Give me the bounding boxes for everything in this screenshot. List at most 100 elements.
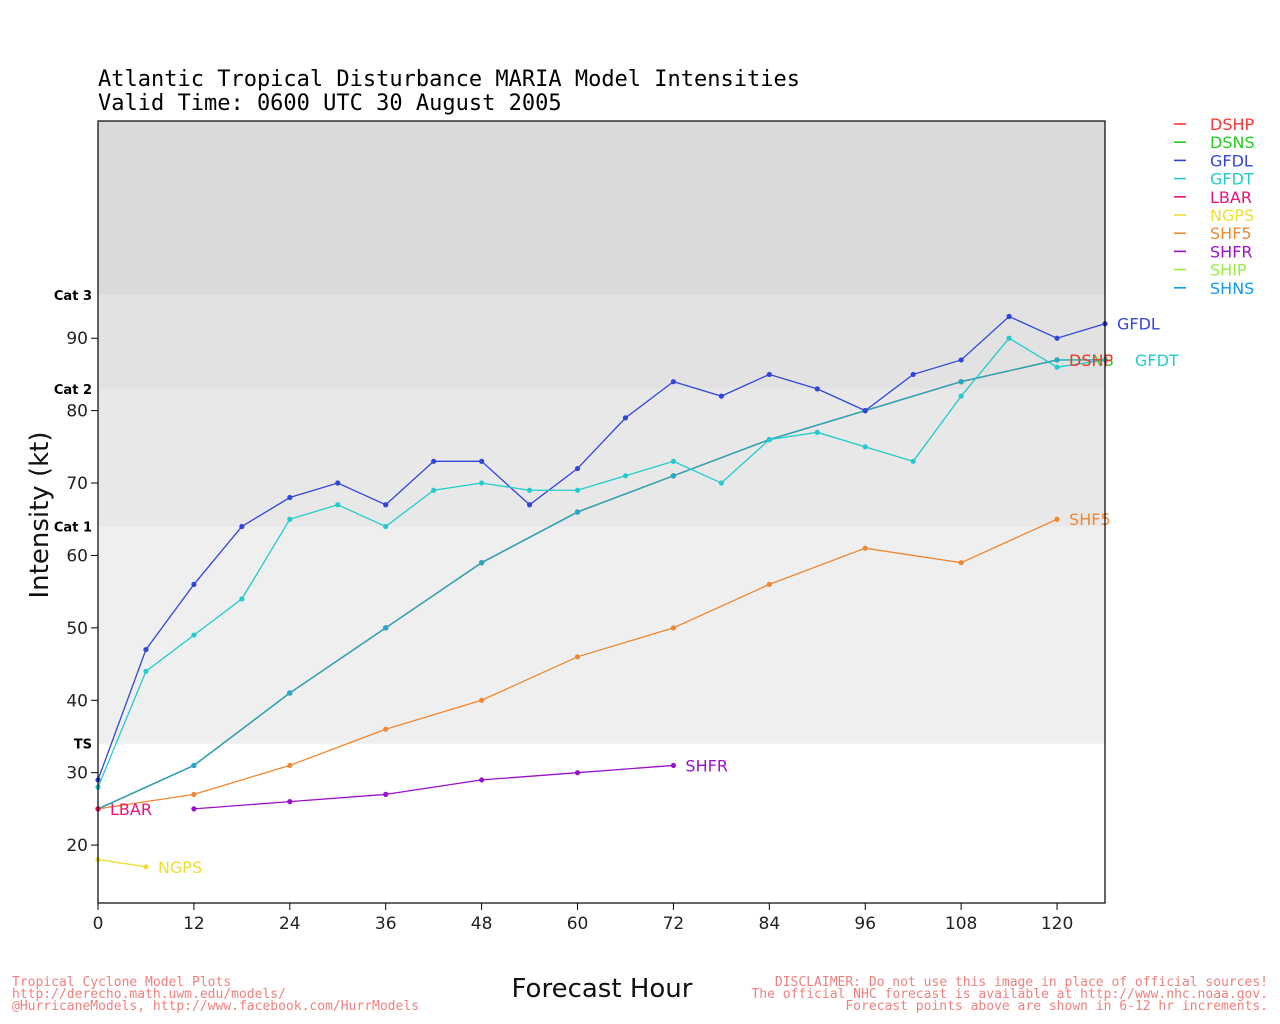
point-shns-top [479,560,485,566]
point-gfdt [574,487,581,493]
point-shns-top [574,509,581,515]
point-shns-top [383,625,389,631]
end-label-dsns: DSNS [1069,351,1114,370]
point-shf5 [287,762,293,769]
point-shns-top [191,762,197,769]
series-line-shfr [193,764,674,810]
point-gfdl [431,458,437,464]
point-shf5 [862,545,868,551]
point-gfdt [383,523,389,530]
x-tick-label: 36 [375,914,397,934]
x-axis-label: Forecast Hour [512,974,693,1004]
point-gfdt [622,473,629,479]
point-shns-top [958,379,964,385]
legend-label-dshp: DSHP [1210,115,1255,134]
point-gfdl [287,494,293,501]
x-tick-label: 108 [945,914,977,934]
x-tick-label: 60 [567,914,589,934]
legend-label-ngps: NGPS [1210,206,1254,225]
point-gfdt [766,436,772,443]
y-axis-label: Intensity (kt) [25,432,55,599]
point-gfdt [431,487,437,493]
x-tick-label: 72 [663,914,685,934]
point-shns-top [287,690,293,696]
point-gfdl [383,502,389,508]
y-tick-label: 30 [66,764,88,784]
end-label-lbar: LBAR [110,800,152,819]
x-tick-label: 96 [854,914,876,934]
y-tick-label: 90 [66,329,88,349]
series-line-ngps [97,858,147,868]
footer-disclaimer: DISCLAIMER: Do not use this image in pla… [751,975,1268,1014]
legend-label-gfdl: GFDL [1210,151,1253,170]
end-label-shf5: SHF5 [1069,510,1111,529]
point-gfdl [814,386,820,392]
point-gfdt [958,393,964,399]
band-cat-3 [98,121,1105,295]
point-shfr [191,806,197,812]
point-gfdl [143,646,149,653]
band-cat-1 [98,388,1105,527]
end-label-dshp: DSHP [1069,351,1114,370]
point-gfdt [287,516,293,522]
band-label-cat-1: Cat 1 [54,520,92,535]
plot-frame [97,120,1106,904]
footer-credits: Tropical Cyclone Model Plots http://derec… [12,976,419,1014]
point-gfdl [718,393,724,399]
point-gfdl [1054,335,1060,341]
point-gfdl [479,458,485,464]
x-axis: 0 12 24 36 48 60 72 84 96 108 120 [93,903,1073,934]
point-gfdl [526,502,533,508]
legend-label-shf5: SHF5 [1210,224,1252,243]
legend-label-dsns: DSNS [1210,133,1255,152]
point-shf5 [958,560,964,566]
point-gfdt [239,596,245,602]
chart-title: Atlantic Tropical Disturbance MARIA Mode… [98,67,800,92]
point-gfdt [191,632,197,638]
legend-label-shfr: SHFR [1210,242,1253,261]
y-tick-label: 40 [66,691,88,711]
point-gfdl [191,581,197,588]
right-line: DISCLAIMER: Do not use this image in pla… [774,975,1268,990]
y-tick-label: 80 [66,402,88,422]
point-gfdt [1006,335,1012,341]
band-label-cat-3: Cat 3 [54,289,92,304]
point-shfr [574,770,581,776]
band-label-cat-2: Cat 2 [54,383,92,398]
legend-label-gfdt: GFDT [1210,170,1254,189]
y-tick-label: 60 [66,546,88,566]
legend-label-ship: SHIP [1210,261,1247,280]
point-shf5 [479,697,485,703]
y-axis: 20 30 40 50 60 70 80 90 [66,329,98,856]
point-gfdl [958,357,964,363]
point-gfdl [670,379,677,385]
point-shf5 [574,654,581,660]
point-shns-top [670,473,677,479]
x-tick-label: 24 [279,914,301,934]
left-line: @HurricaneModels, http://www.facebook.co… [12,999,419,1014]
legend-label-lbar: LBAR [1210,188,1252,207]
point-gfdt [479,480,485,486]
y-tick-label: 70 [66,474,88,494]
intensity-category-bands: TS Cat 1 Cat 2 Cat 3 [54,121,1105,753]
band-cat-2 [98,294,1105,389]
point-gfdt [814,429,820,435]
point-gfdt [862,444,868,450]
point-shf5 [191,791,197,797]
legend-label-shns: SHNS [1210,279,1254,298]
series-line-gfdt [97,337,1106,788]
point-shfr [670,762,677,769]
point-gfdt [910,458,916,464]
band-label-ts: TS [74,738,92,753]
point-gfdt [143,668,149,674]
right-line: Forecast points above are shown in 6-12 … [845,999,1268,1014]
chart-subtitle: Valid Time: 0600 UTC 30 August 2005 [98,91,562,116]
point-shf5 [766,581,772,588]
point-gfdl [1006,313,1012,320]
point-shf5 [670,625,677,631]
point-shfr [479,777,485,783]
series-line-shns-top [97,359,1105,810]
point-gfdl [622,415,629,421]
